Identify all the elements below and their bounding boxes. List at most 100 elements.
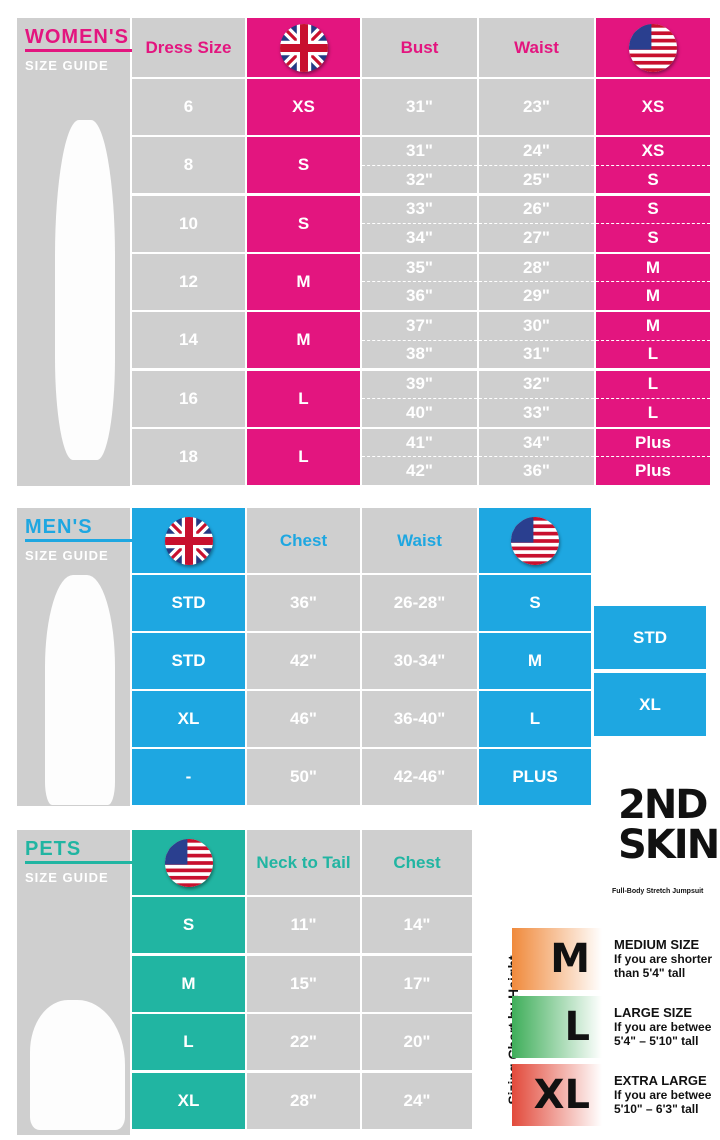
us-flag-icon bbox=[511, 516, 559, 565]
men-header-chest: Chest bbox=[247, 508, 360, 573]
women-value-dress: 6 bbox=[183, 97, 194, 116]
women-header-us bbox=[596, 18, 710, 77]
men-cell-chest: 42" bbox=[247, 633, 360, 689]
pets-cell-chest: 14" bbox=[362, 897, 472, 953]
men-extra-size: XL bbox=[594, 673, 706, 736]
men-cell-uk: - bbox=[132, 749, 245, 805]
men-cell-us: PLUS bbox=[479, 749, 591, 805]
women-value-waist: 28" bbox=[523, 257, 550, 277]
height-row: XL EXTRA LARGE If you are betwee 5'10" – 6… bbox=[512, 1064, 720, 1126]
women-value-us: Plus bbox=[635, 432, 671, 452]
women-header-waist: Waist bbox=[479, 18, 594, 77]
men-cell-chest: 46" bbox=[247, 691, 360, 747]
women-value-bust: 35" bbox=[406, 257, 433, 277]
pets-value-chest: 20" bbox=[403, 1032, 431, 1051]
height-size-text: MEDIUM SIZE If you are shorter than 5'4" … bbox=[614, 937, 720, 981]
pets-cell-neck: 11" bbox=[247, 897, 360, 953]
men-value-us: L bbox=[529, 709, 541, 728]
men-value-us: M bbox=[527, 651, 543, 670]
women-cell-waist: 26" 27" bbox=[479, 195, 594, 252]
women-value-uk: M bbox=[296, 330, 311, 350]
men-cell-us: S bbox=[479, 575, 591, 631]
men-value-waist: 36-40" bbox=[393, 709, 446, 728]
pets-cell-chest: 17" bbox=[362, 955, 472, 1012]
women-cell-us: Plus Plus bbox=[596, 428, 710, 485]
brand-tagline: Full-Body Stretch Jumpsuit bbox=[612, 888, 704, 895]
women-value-bust: 39" bbox=[406, 374, 433, 394]
men-cell-uk: STD bbox=[132, 633, 245, 689]
us-flag-icon bbox=[629, 23, 677, 72]
pets-cell-us: S bbox=[132, 897, 245, 953]
pets-cell-neck: 15" bbox=[247, 955, 360, 1012]
women-cell-dress: 16 bbox=[132, 370, 245, 427]
pets-title: PETS bbox=[25, 838, 135, 864]
women-cell-bust: 37" 38" bbox=[362, 312, 477, 369]
pets-cell-us: M bbox=[132, 955, 245, 1012]
men-value-waist: 42-46" bbox=[393, 767, 446, 786]
men-value-us: S bbox=[529, 593, 541, 612]
women-value-dress: 12 bbox=[179, 271, 198, 291]
women-value-bust: 40" bbox=[362, 398, 477, 427]
women-cell-uk: XS bbox=[247, 79, 360, 135]
height-size-label: MEDIUM SIZE bbox=[614, 937, 700, 952]
pets-value-us: S bbox=[182, 915, 195, 934]
women-value-us: S bbox=[647, 199, 659, 219]
women-value-us: M bbox=[645, 315, 661, 335]
women-value-waist: 24" bbox=[523, 141, 550, 161]
men-title: MEN'S bbox=[25, 516, 135, 542]
men-header-waist-label: Waist bbox=[397, 530, 442, 550]
women-cell-waist: 34" 36" bbox=[479, 428, 594, 485]
pets-cell-chest: 24" bbox=[362, 1072, 472, 1129]
pets-value-chest: 24" bbox=[403, 1090, 431, 1110]
women-value-waist: 32" bbox=[523, 374, 550, 394]
height-size-badge: M bbox=[512, 928, 602, 990]
men-value-waist: 26-28" bbox=[393, 593, 446, 612]
women-cell-dress: 6 bbox=[132, 79, 245, 135]
women-value-uk: XS bbox=[292, 97, 315, 116]
women-value-waist: 36" bbox=[479, 456, 594, 485]
pets-cell-us: L bbox=[132, 1014, 245, 1070]
women-cell-waist: 28" 29" bbox=[479, 253, 594, 310]
women-value-bust: 31" bbox=[406, 141, 433, 161]
men-subtitle: SIZE GUIDE bbox=[25, 548, 109, 563]
women-header-uk bbox=[247, 18, 360, 77]
men-cell-chest: 50" bbox=[247, 749, 360, 805]
men-value-uk: - bbox=[185, 767, 192, 786]
women-cell-uk: S bbox=[247, 195, 360, 252]
us-flag-icon bbox=[164, 838, 213, 887]
women-value-us: L bbox=[596, 339, 710, 369]
women-cell-dress: 8 bbox=[132, 137, 245, 194]
women-value-bust: 31" bbox=[406, 97, 433, 116]
men-header-chest-label: Chest bbox=[279, 530, 328, 550]
pets-header-neck-label: Neck to Tail bbox=[256, 852, 351, 872]
height-size-desc: If you are betwee 5'10" – 6'3" tall bbox=[614, 1088, 712, 1116]
women-value-us: S bbox=[596, 223, 710, 252]
pets-value-us: XL bbox=[177, 1090, 200, 1110]
women-value-us: L bbox=[647, 374, 659, 394]
men-value-uk: STD bbox=[171, 593, 206, 612]
pets-header-chest: Chest bbox=[362, 830, 472, 895]
women-cell-uk: L bbox=[247, 428, 360, 485]
height-size-desc: If you are betwee 5'4" – 5'10" tall bbox=[614, 1020, 712, 1048]
women-value-us: Plus bbox=[596, 456, 710, 485]
women-cell-dress: 12 bbox=[132, 253, 245, 310]
women-cell-bust: 41" 42" bbox=[362, 428, 477, 485]
women-value-us: M bbox=[645, 257, 661, 277]
height-size-desc: If you are shorter than 5'4" tall bbox=[614, 952, 713, 980]
women-cell-bust: 31" bbox=[362, 79, 477, 135]
women-subtitle: SIZE GUIDE bbox=[25, 58, 109, 73]
pets-header-us bbox=[132, 830, 245, 895]
women-value-bust: 42" bbox=[362, 456, 477, 485]
women-value-bust: 37" bbox=[406, 315, 433, 335]
men-value-uk: XL bbox=[177, 709, 200, 728]
men-value-chest: 50" bbox=[290, 767, 317, 786]
woman-silhouette bbox=[55, 120, 115, 460]
women-cell-dress: 10 bbox=[132, 195, 245, 252]
women-value-uk: L bbox=[298, 388, 309, 408]
pets-header-chest-label: Chest bbox=[393, 852, 441, 872]
women-value-uk: S bbox=[297, 213, 310, 233]
pets-value-us: M bbox=[181, 973, 196, 993]
women-header-bust-label: Bust bbox=[400, 37, 439, 57]
